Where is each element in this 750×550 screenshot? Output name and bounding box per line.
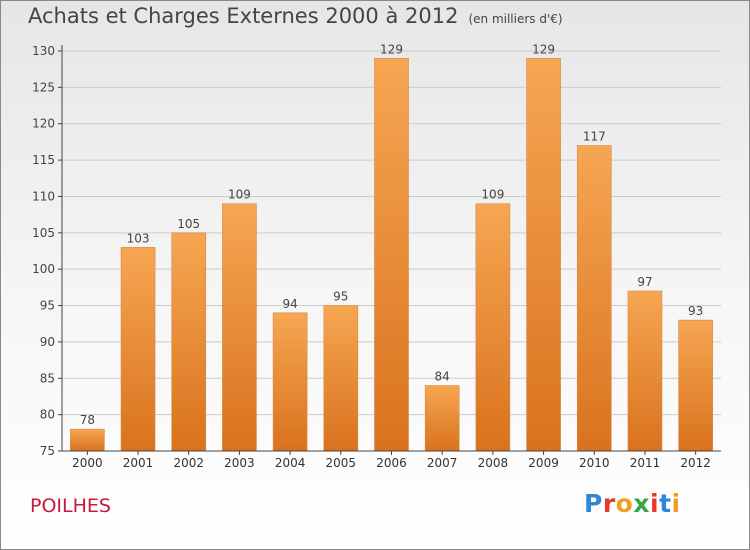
data-label: 129 — [380, 42, 403, 56]
y-tick-label: 130 — [32, 44, 55, 58]
y-tick-label: 100 — [32, 262, 55, 276]
data-labels: 78 103 105 109 94 95 129 84 109 129 117 97 93 — [80, 42, 704, 427]
bar — [475, 203, 511, 452]
bar — [323, 305, 359, 452]
x-tick-label: 2009 — [528, 456, 559, 470]
y-tick-label: 110 — [32, 189, 55, 203]
bar — [576, 145, 612, 452]
y-tick-label: 80 — [40, 408, 55, 422]
commune-name: POILHES — [30, 495, 111, 517]
x-tick-label: 2010 — [579, 456, 610, 470]
data-label: 84 — [435, 370, 450, 384]
x-tick-label: 2001 — [123, 456, 154, 470]
data-label: 117 — [583, 130, 606, 144]
x-tick-label: 2011 — [630, 456, 661, 470]
x-tick-label: 2003 — [224, 456, 255, 470]
bar — [424, 385, 460, 452]
data-label: 129 — [532, 42, 555, 56]
bars — [70, 57, 713, 452]
bar — [526, 57, 561, 452]
x-tick-label: 2007 — [427, 456, 458, 470]
x-tick-label: 2000 — [72, 456, 103, 470]
data-label: 95 — [333, 290, 348, 304]
chart-unit: (en milliers d'€) — [468, 12, 563, 26]
y-tick-label: 125 — [32, 80, 55, 94]
logo-letter: x — [633, 489, 650, 518]
y-tick-label: 115 — [32, 153, 55, 167]
x-tick-label: 2002 — [173, 456, 204, 470]
data-label: 97 — [637, 275, 652, 289]
data-label: 109 — [228, 188, 251, 202]
x-tick-label: 2008 — [478, 456, 509, 470]
data-label: 78 — [80, 413, 95, 427]
logo-letter: t — [659, 489, 672, 518]
x-tick-label: 2006 — [376, 456, 407, 470]
logo-letter: P — [584, 489, 603, 518]
bar — [272, 312, 308, 452]
x-tick-label: 2004 — [275, 456, 306, 470]
data-label: 109 — [481, 188, 504, 202]
x-tick-label: 2012 — [680, 456, 711, 470]
y-tick-label: 75 — [40, 444, 55, 458]
chart-title: Achats et Charges Externes 2000 à 2012 (e… — [28, 4, 563, 28]
logo-letter: o — [615, 489, 634, 518]
y-tick-label: 105 — [32, 226, 55, 240]
bar — [171, 232, 207, 452]
data-label: 105 — [177, 217, 200, 231]
axes: 75 80 85 90 95 100 105 110 115 120 125 130 2000 2001 2… — [32, 44, 721, 470]
bar — [222, 203, 257, 452]
x-tick-label: 2005 — [326, 456, 357, 470]
data-label: 93 — [688, 304, 703, 318]
data-label: 94 — [282, 297, 297, 311]
chart-title-text: Achats et Charges Externes 2000 à 2012 — [28, 4, 459, 28]
y-tick-label: 90 — [40, 335, 55, 349]
bar — [627, 290, 663, 452]
logo-letter: i — [650, 489, 660, 518]
bar — [374, 57, 409, 452]
y-tick-label: 85 — [40, 371, 55, 385]
bar — [678, 319, 713, 452]
bar — [70, 428, 105, 452]
y-tick-label: 120 — [32, 117, 55, 131]
logo-letter: r — [602, 489, 616, 518]
y-tick-label: 95 — [40, 299, 55, 313]
logo-letter: i — [671, 489, 681, 518]
proxiti-logo: Proxiti — [584, 489, 681, 518]
bar — [120, 247, 156, 452]
data-label: 103 — [127, 231, 150, 245]
